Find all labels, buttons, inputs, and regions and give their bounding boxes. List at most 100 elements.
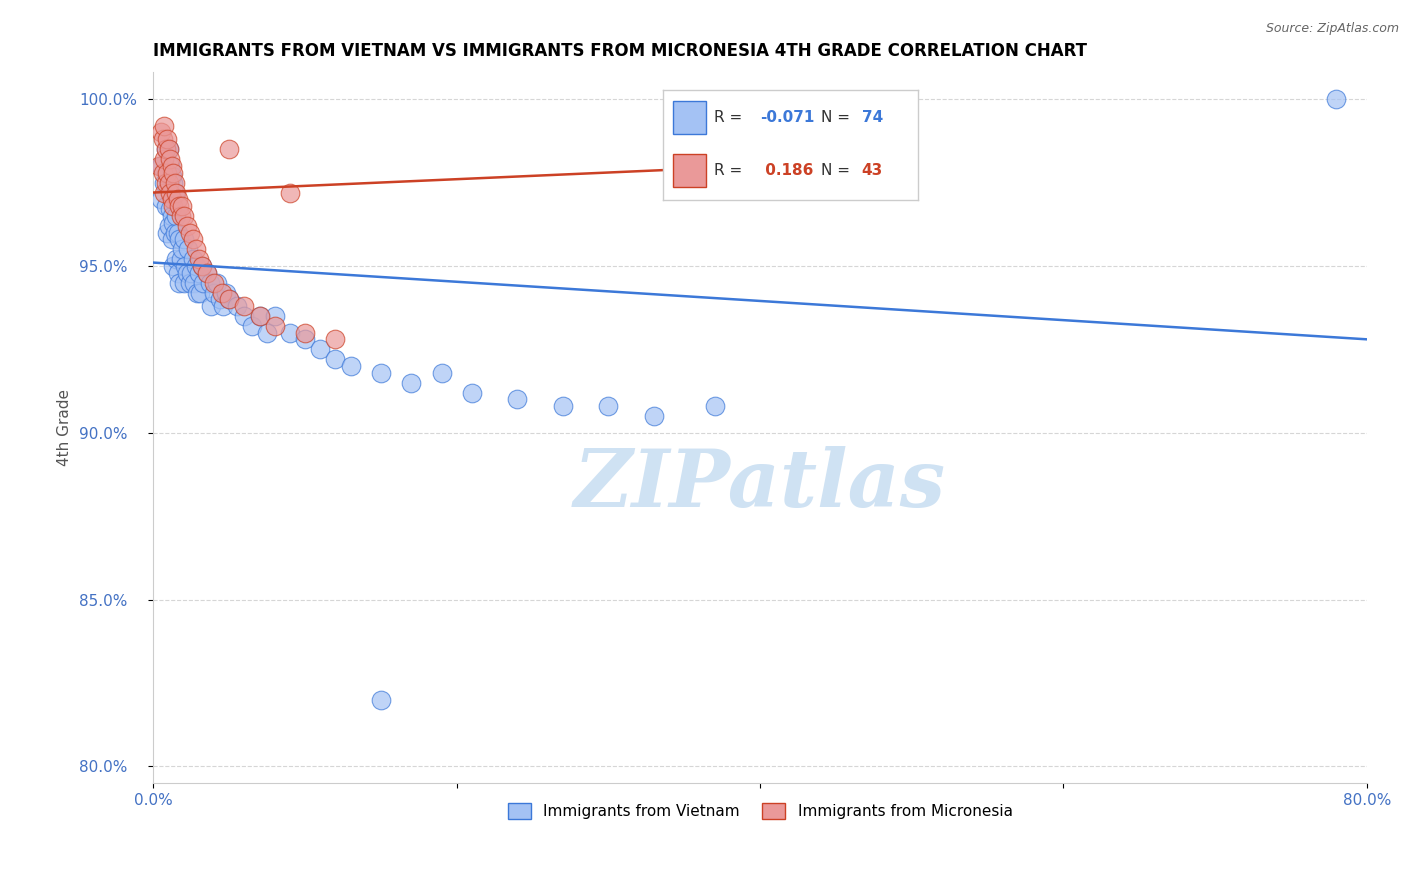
Point bbox=[370, 692, 392, 706]
Point bbox=[177, 242, 200, 256]
Point bbox=[401, 376, 423, 390]
Point bbox=[202, 285, 225, 300]
Point bbox=[218, 293, 240, 307]
Point bbox=[179, 276, 201, 290]
Point bbox=[160, 169, 183, 183]
Point bbox=[181, 252, 204, 267]
Point bbox=[155, 176, 177, 190]
Point bbox=[157, 176, 180, 190]
Point bbox=[209, 293, 232, 307]
Point bbox=[325, 352, 347, 367]
Point bbox=[339, 359, 361, 373]
Point bbox=[163, 176, 186, 190]
Point bbox=[325, 332, 347, 346]
Point bbox=[551, 399, 574, 413]
Point bbox=[233, 299, 256, 313]
Point bbox=[155, 199, 177, 213]
Point bbox=[160, 209, 183, 223]
Point bbox=[215, 285, 238, 300]
Point bbox=[256, 326, 278, 340]
Point bbox=[150, 159, 173, 173]
Point bbox=[370, 366, 392, 380]
Point bbox=[187, 266, 209, 280]
Point bbox=[1326, 92, 1348, 106]
Point bbox=[152, 132, 174, 146]
Point bbox=[193, 276, 215, 290]
Point bbox=[200, 299, 222, 313]
Point bbox=[263, 309, 285, 323]
Point bbox=[163, 226, 186, 240]
Point bbox=[643, 409, 665, 423]
Point bbox=[159, 202, 181, 217]
Point bbox=[165, 252, 187, 267]
Point bbox=[157, 176, 180, 190]
Point bbox=[162, 199, 184, 213]
Point bbox=[190, 285, 212, 300]
Point bbox=[187, 252, 209, 267]
Point bbox=[167, 232, 190, 246]
Point bbox=[157, 219, 180, 233]
Point bbox=[233, 309, 256, 323]
Point bbox=[155, 142, 177, 156]
Point bbox=[195, 266, 218, 280]
Point bbox=[157, 142, 180, 156]
Point bbox=[195, 266, 218, 280]
Point bbox=[506, 392, 529, 407]
Point bbox=[163, 186, 186, 200]
Point bbox=[461, 385, 484, 400]
Point bbox=[156, 132, 179, 146]
Point bbox=[205, 276, 228, 290]
Point bbox=[160, 232, 183, 246]
Point bbox=[309, 343, 332, 357]
Point bbox=[150, 192, 173, 206]
Point bbox=[162, 216, 184, 230]
Point bbox=[157, 142, 180, 156]
Point bbox=[191, 259, 214, 273]
Point bbox=[173, 276, 195, 290]
Point bbox=[184, 242, 207, 256]
Point bbox=[191, 259, 214, 273]
Legend: Immigrants from Vietnam, Immigrants from Micronesia: Immigrants from Vietnam, Immigrants from… bbox=[502, 797, 1018, 825]
Point bbox=[240, 318, 263, 333]
Y-axis label: 4th Grade: 4th Grade bbox=[58, 389, 72, 467]
Point bbox=[167, 199, 190, 213]
Point bbox=[166, 192, 188, 206]
Point bbox=[170, 209, 193, 223]
Point bbox=[225, 299, 247, 313]
Point bbox=[160, 159, 183, 173]
Point bbox=[159, 159, 181, 173]
Point bbox=[159, 152, 181, 166]
Point bbox=[148, 159, 170, 173]
Point bbox=[249, 309, 271, 323]
Point bbox=[159, 186, 181, 200]
Point bbox=[184, 259, 207, 273]
Point bbox=[211, 285, 233, 300]
Point bbox=[218, 293, 240, 307]
Point bbox=[176, 219, 198, 233]
Point bbox=[183, 276, 205, 290]
Point bbox=[278, 186, 301, 200]
Point bbox=[174, 259, 197, 273]
Point bbox=[160, 192, 183, 206]
Text: IMMIGRANTS FROM VIETNAM VS IMMIGRANTS FROM MICRONESIA 4TH GRADE CORRELATION CHAR: IMMIGRANTS FROM VIETNAM VS IMMIGRANTS FR… bbox=[153, 42, 1087, 60]
Point bbox=[153, 119, 176, 133]
Point bbox=[176, 266, 198, 280]
Text: ZIPatlas: ZIPatlas bbox=[574, 446, 946, 524]
Point bbox=[153, 186, 176, 200]
Point bbox=[598, 399, 620, 413]
Point bbox=[166, 226, 188, 240]
Point bbox=[172, 199, 194, 213]
Point bbox=[165, 209, 187, 223]
Point bbox=[172, 242, 194, 256]
Text: Source: ZipAtlas.com: Source: ZipAtlas.com bbox=[1265, 22, 1399, 36]
Point bbox=[173, 209, 195, 223]
Point bbox=[155, 142, 177, 156]
Point bbox=[180, 266, 202, 280]
Point bbox=[162, 176, 184, 190]
Point bbox=[162, 259, 184, 273]
Point bbox=[162, 165, 184, 179]
Point bbox=[153, 152, 176, 166]
Point bbox=[166, 266, 188, 280]
Point bbox=[703, 399, 725, 413]
Point bbox=[156, 165, 179, 179]
